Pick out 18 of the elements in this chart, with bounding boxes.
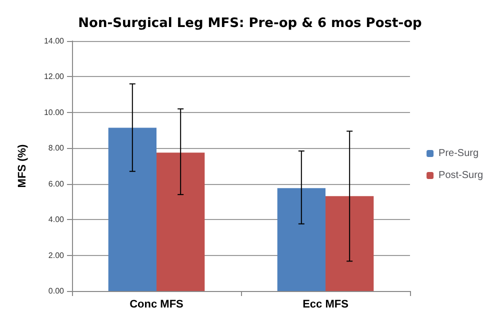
bar [108,128,156,291]
y-tick-label: 10.00 [44,108,65,117]
y-tick-label: 6.00 [48,179,65,188]
chart-title: Non-Surgical Leg MFS: Pre-op & 6 mos Post-op [78,16,422,31]
y-tick-label: 4.00 [48,215,65,224]
legend-label: Pre-Surg [438,148,479,159]
y-tick-label: 14.00 [44,36,65,46]
bar [156,152,205,291]
y-tick-label: 2.00 [48,250,65,260]
bar [277,188,326,291]
y-tick-label: 12.00 [44,72,65,82]
legend-label: Post-Surg [438,170,484,181]
y-axis-title: MFS (%) [16,144,28,188]
y-tick-label: 8.00 [48,144,65,153]
x-tick-label: Conc MFS [130,298,184,310]
y-tick-label: 0.00 [48,286,65,296]
bar [326,196,374,291]
x-tick-label: Ecc MFS [302,298,348,310]
